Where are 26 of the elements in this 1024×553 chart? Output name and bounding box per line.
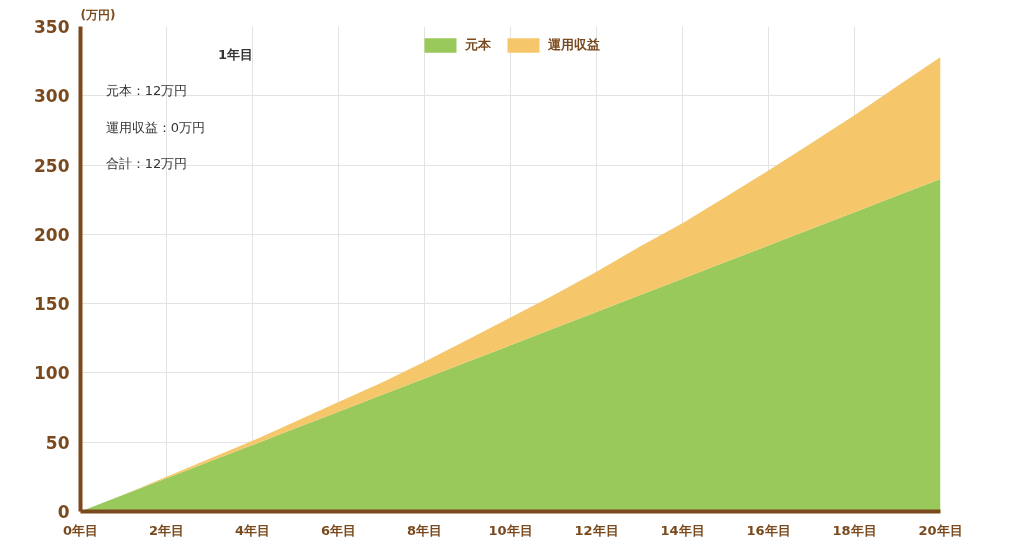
y-tick-label: 200 [34, 224, 70, 245]
y-axis-title: (万円) [80, 7, 116, 22]
x-tick-label: 8年目 [406, 522, 443, 538]
y-tick-label: 150 [34, 294, 70, 315]
x-tick-label: 14年目 [660, 522, 705, 538]
y-tick-label: 250 [34, 155, 70, 176]
legend-label: 運用収益 [548, 36, 600, 54]
x-tick-label: 16年目 [746, 522, 791, 538]
annotation: 元本：12万円 [105, 83, 188, 99]
x-tick-label: 10年目 [488, 522, 533, 538]
x-tick-label: 2年目 [148, 522, 185, 538]
y-tick-label: 350 [34, 17, 70, 37]
y-tick-label: 0 [57, 502, 70, 522]
annotation: 1年目 [218, 47, 254, 63]
annotation: 合計：12万円 [105, 156, 188, 172]
y-tick-label: 50 [45, 432, 70, 453]
x-tick-label: 6年目 [320, 522, 357, 538]
x-tick-label: 18年目 [832, 522, 877, 538]
y-tick-label: 100 [34, 363, 70, 384]
legend-label: 元本 [465, 36, 491, 54]
annotation: 運用収益：0万円 [105, 119, 205, 135]
x-tick-label: 12年目 [574, 522, 619, 538]
x-tick-label: 0年目 [62, 522, 99, 538]
x-tick-label: 20年目 [918, 522, 963, 538]
x-tick-label: 4年目 [234, 522, 271, 538]
y-tick-label: 300 [34, 86, 70, 107]
